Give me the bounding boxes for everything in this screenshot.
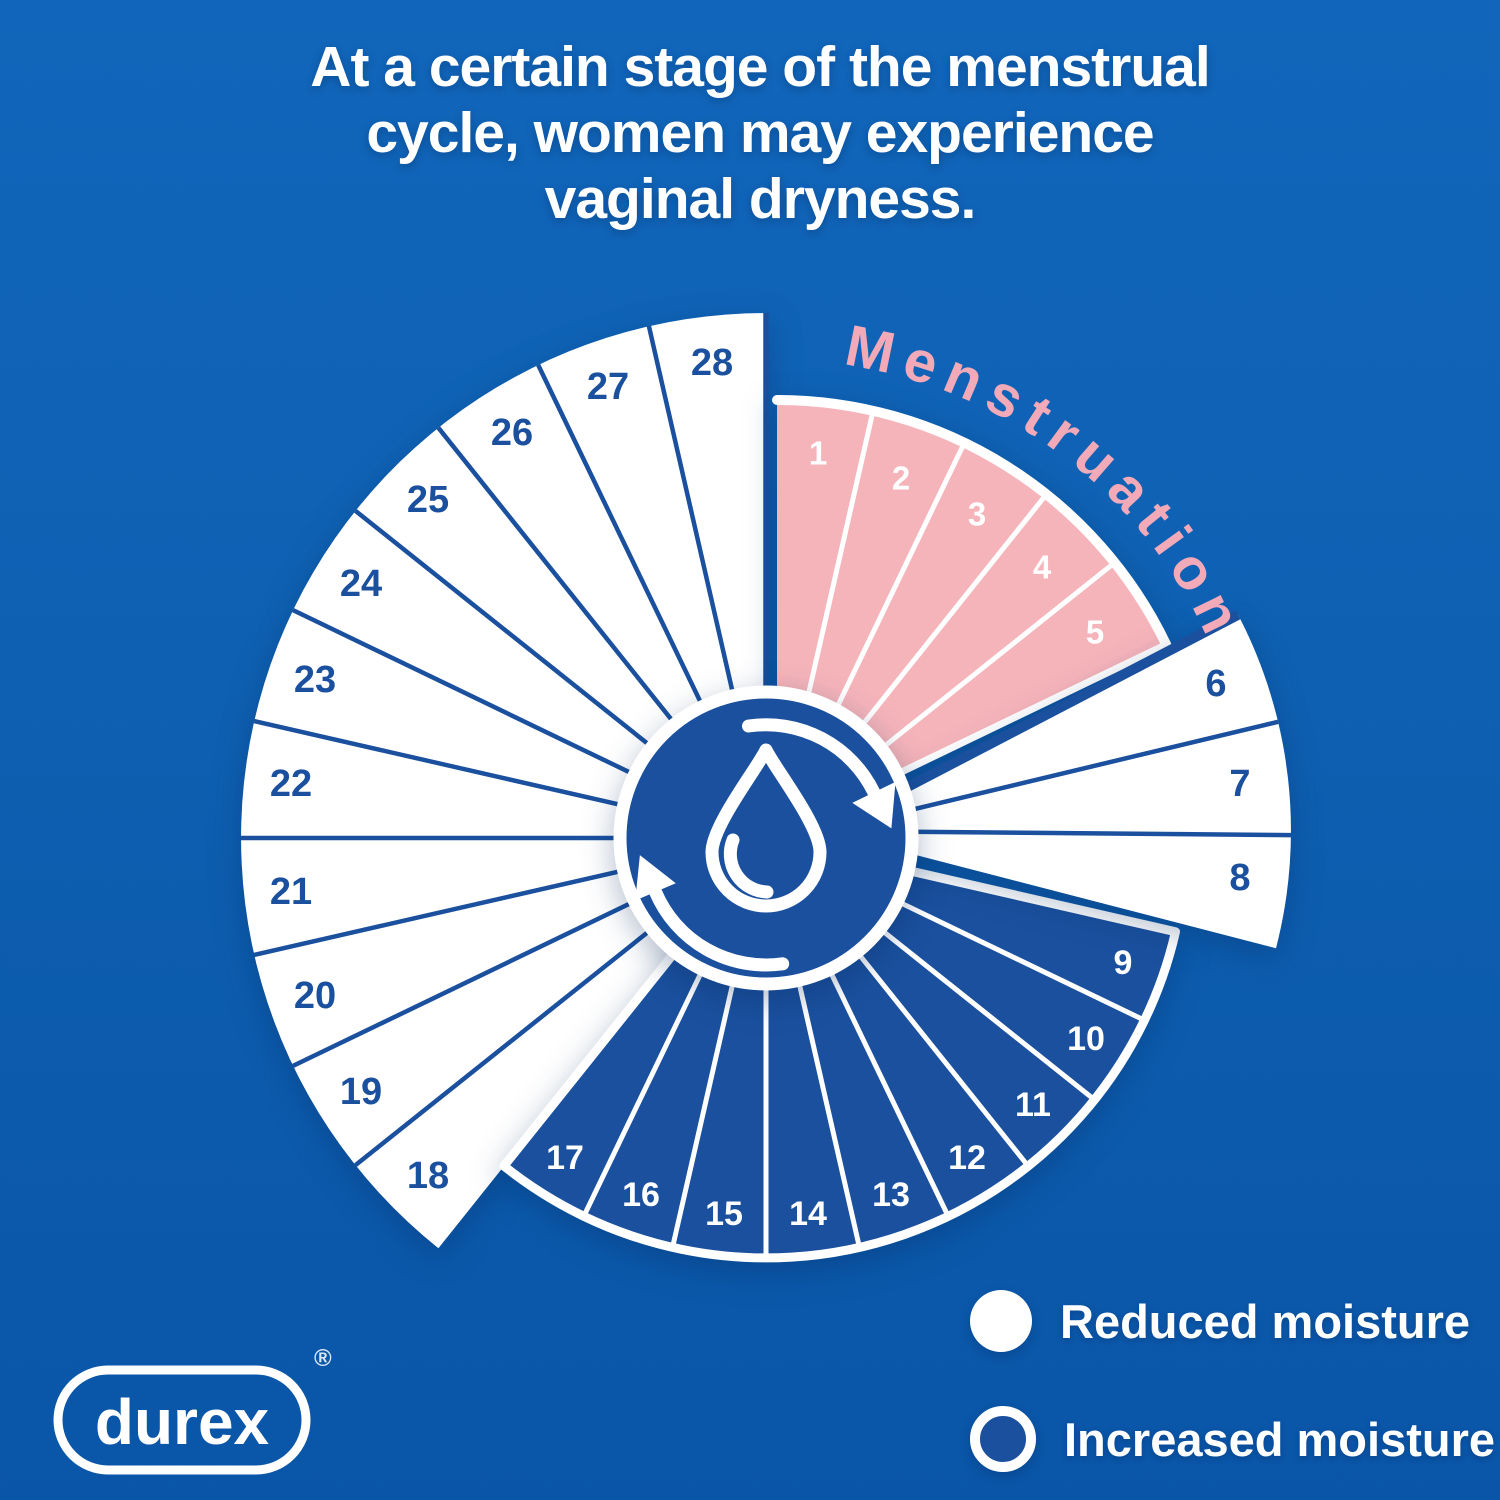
day-label-21: 21 xyxy=(270,871,312,913)
legend-label-increased: Increased moisture xyxy=(1064,1412,1496,1466)
day-label-10: 10 xyxy=(1067,1020,1105,1058)
title-line-2: cycle, women may experience xyxy=(366,101,1154,165)
center-hub xyxy=(613,685,919,991)
pink-fan-outer-arc xyxy=(772,395,1172,650)
cycle-arrow-bottom-head xyxy=(635,855,676,901)
day-label-24: 24 xyxy=(340,563,382,605)
segment-days-9-17 xyxy=(499,833,1180,1263)
durex-logo-svg: ® durex xyxy=(53,1345,332,1475)
day-label-2: 2 xyxy=(892,460,910,497)
legend-item-increased-moisture: Increased moisture xyxy=(970,1406,1495,1472)
title-line-3: vaginal dryness. xyxy=(544,167,977,231)
day-label-19: 19 xyxy=(340,1071,382,1113)
day-label-20: 20 xyxy=(294,975,336,1017)
drop-outline xyxy=(705,743,827,913)
registered-trademark: ® xyxy=(314,1348,332,1372)
day-label-4: 4 xyxy=(1033,549,1052,586)
day-labels-9-17: 9 10 11 12 13 14 15 16 17 xyxy=(546,944,1132,1233)
legend-item-reduced-moisture: Reduced moisture xyxy=(970,1290,1470,1352)
day-label-6: 6 xyxy=(1205,663,1226,705)
day-label-11: 11 xyxy=(1015,1086,1051,1124)
day-label-8: 8 xyxy=(1229,857,1250,899)
day-label-14: 14 xyxy=(789,1195,827,1233)
reduced-moisture-swatch xyxy=(970,1290,1032,1352)
cycle-arrow-top-head xyxy=(852,781,896,829)
durex-logo: ® durex xyxy=(52,1345,352,1478)
increased-moisture-swatch xyxy=(970,1406,1036,1472)
day-label-26: 26 xyxy=(491,412,533,454)
segment-days-18-28 xyxy=(241,313,766,1249)
page-title: At a certain stage of the menstrual cycl… xyxy=(0,34,1500,232)
day-label-1: 1 xyxy=(809,435,827,472)
day-labels-18-28: 18 19 20 21 22 23 24 25 26 27 28 xyxy=(270,342,733,1197)
segment-days-1-5 xyxy=(777,400,1167,832)
center-circle xyxy=(613,685,919,991)
legend-label-reduced: Reduced moisture xyxy=(1060,1294,1471,1348)
day-labels-menstruation: 1 2 3 4 5 xyxy=(809,435,1104,651)
day-label-13: 13 xyxy=(872,1176,910,1214)
logo-text: durex xyxy=(95,1386,270,1458)
water-drop-cycle-icon xyxy=(649,718,881,972)
day-label-22: 22 xyxy=(270,763,312,805)
drop-inner-crescent xyxy=(723,833,774,899)
day-label-7: 7 xyxy=(1229,763,1250,805)
title-line-1: At a certain stage of the menstrual xyxy=(310,35,1210,99)
segment-days-6-8 xyxy=(823,614,1291,949)
day-label-12: 12 xyxy=(948,1139,986,1177)
cycle-arrow-bottom-arc xyxy=(649,885,790,972)
day-label-23: 23 xyxy=(294,659,336,701)
day-label-25: 25 xyxy=(407,479,449,521)
day-label-17: 17 xyxy=(546,1139,584,1177)
day-label-28: 28 xyxy=(691,342,733,384)
day-label-27: 27 xyxy=(587,366,629,408)
day-label-5: 5 xyxy=(1086,614,1104,651)
legend: Reduced moisture Increased moisture xyxy=(970,1290,1500,1500)
day-label-9: 9 xyxy=(1114,944,1133,982)
day-label-15: 15 xyxy=(705,1195,743,1233)
day-label-18: 18 xyxy=(407,1155,449,1197)
cycle-arrow-top-arc xyxy=(742,718,881,799)
day-label-16: 16 xyxy=(622,1176,660,1214)
day-labels-6-8: 6 7 8 xyxy=(1205,663,1250,899)
day-label-3: 3 xyxy=(968,496,986,533)
logo-border xyxy=(53,1365,311,1475)
